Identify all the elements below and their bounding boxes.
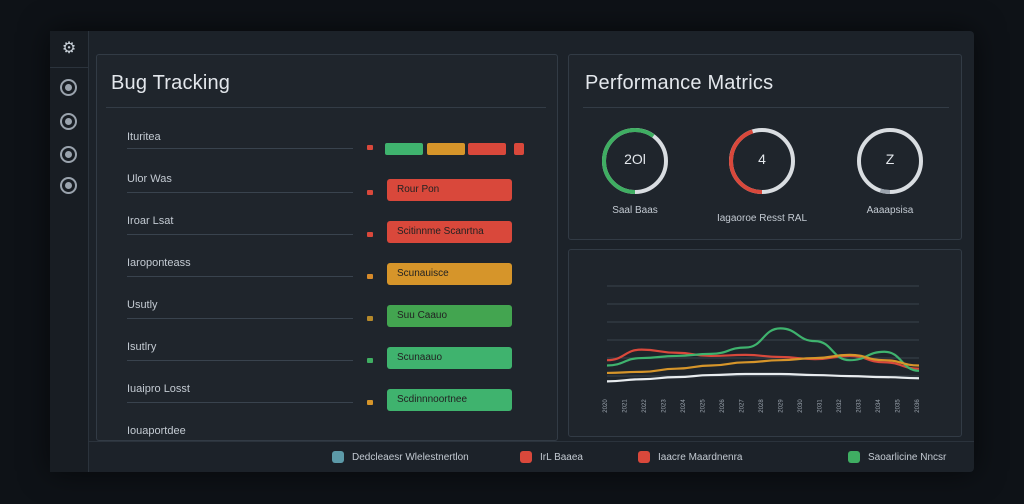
bug-row-divider bbox=[127, 402, 353, 403]
x-tick-label: 2035 bbox=[896, 399, 902, 413]
title-divider bbox=[106, 107, 546, 108]
legend-chip-orange bbox=[427, 143, 465, 155]
status-icon bbox=[638, 451, 650, 463]
status-label: IrL Baaea bbox=[540, 451, 583, 463]
status-item[interactable]: Saoarlicine Nncsr bbox=[848, 451, 946, 463]
legend-chip-red bbox=[468, 143, 506, 155]
status-label: Dedcleaesr Wlelestnertlon bbox=[352, 451, 469, 463]
x-tick-label: 2020 bbox=[603, 399, 609, 413]
priority-dot bbox=[367, 190, 373, 195]
bug-status-bar[interactable]: Scunauisce bbox=[387, 263, 512, 285]
bug-status-bar[interactable]: Rour Pon bbox=[387, 179, 512, 201]
priority-dot bbox=[367, 274, 373, 279]
status-icon bbox=[520, 451, 532, 463]
gauge: 2Ol bbox=[599, 125, 671, 197]
priority-dot bbox=[367, 145, 373, 150]
title-divider bbox=[583, 107, 949, 108]
circle-icon-3[interactable] bbox=[60, 146, 77, 163]
gauge-fill bbox=[602, 128, 668, 194]
bug-row-divider bbox=[127, 234, 353, 235]
x-tick-label: 2030 bbox=[798, 399, 804, 413]
gauge-label: Iagaoroe Resst RAL bbox=[716, 213, 808, 224]
line-chart: 2020 2021 2022 2023 2024 2025 2026 2027 2028 2029… bbox=[603, 285, 921, 413]
status-item[interactable]: Dedcleaesr Wlelestnertlon bbox=[332, 451, 469, 463]
circle-icon-1[interactable] bbox=[60, 79, 77, 96]
x-tick-label: 2029 bbox=[779, 399, 785, 413]
circle-icon-4[interactable] bbox=[60, 177, 77, 194]
sidebar: ⚙ bbox=[50, 31, 89, 472]
gauge-label: Aaaapsisa bbox=[866, 205, 914, 216]
legend-chip-green bbox=[385, 143, 423, 155]
performance-title: Performance Matrics bbox=[585, 72, 774, 94]
bug-row-label: Iouaportdee bbox=[127, 425, 186, 437]
sidebar-divider bbox=[50, 67, 88, 68]
x-tick-label: 2026 bbox=[720, 399, 726, 413]
line-series bbox=[606, 348, 920, 370]
status-bar: Dedcleaesr Wlelestnertlon IrL Baaea Iaacre… bbox=[88, 441, 974, 473]
x-tick-label: 2028 bbox=[759, 399, 765, 413]
x-tick-label: 2034 bbox=[876, 399, 882, 413]
bug-status-bar[interactable]: Scunaauo bbox=[387, 347, 512, 369]
line-series bbox=[606, 327, 920, 372]
performance-panel: Performance Matrics 2Ol Saal Baas 4 Iagaoro… bbox=[568, 54, 962, 240]
legend-chip-red-small bbox=[514, 143, 524, 155]
bug-row-label: Usutly bbox=[127, 299, 158, 311]
bug-row-label: Iuaipro Losst bbox=[127, 383, 190, 395]
bug-row-divider bbox=[127, 318, 353, 319]
gauge-fill bbox=[729, 128, 795, 194]
gauge-fill bbox=[857, 128, 923, 194]
bug-row-label: Ulor Was bbox=[127, 173, 172, 185]
x-tick-label: 2025 bbox=[701, 399, 707, 413]
status-item[interactable]: IrL Baaea bbox=[520, 451, 583, 463]
gauge-value: 2Ol bbox=[624, 151, 646, 167]
x-tick-label: 2031 bbox=[818, 399, 824, 413]
gauge-value: Z bbox=[885, 151, 895, 167]
status-label: Iaacre Maardnenra bbox=[658, 451, 743, 463]
bug-row-label: Ituritea bbox=[127, 131, 161, 143]
bug-status-bar[interactable]: Scdinnnoortnee bbox=[387, 389, 512, 411]
bug-row-divider bbox=[127, 276, 353, 277]
status-item[interactable]: Iaacre Maardnenra bbox=[638, 451, 743, 463]
bug-status-bar[interactable]: Suu Caauo bbox=[387, 305, 512, 327]
bug-row-divider bbox=[127, 192, 353, 193]
x-tick-label: 2027 bbox=[740, 399, 746, 413]
x-tick-label: 2032 bbox=[837, 399, 843, 413]
gauge-label: Saal Baas bbox=[612, 205, 658, 216]
status-icon bbox=[848, 451, 860, 463]
priority-dot bbox=[367, 358, 373, 363]
bug-row-label: Iroar Lsat bbox=[127, 215, 174, 227]
priority-dot bbox=[367, 232, 373, 237]
bug-row-divider bbox=[127, 360, 353, 361]
line-series bbox=[606, 372, 920, 383]
x-tick-label: 2023 bbox=[662, 399, 668, 413]
priority-dot bbox=[367, 316, 373, 321]
gauge: Z bbox=[854, 125, 926, 197]
app-window: ⚙ Bug Tracking Ituritea Ulor Was Rour Pon I… bbox=[50, 31, 974, 472]
x-tick-label: 2036 bbox=[915, 399, 921, 413]
status-label: Saoarlicine Nncsr bbox=[868, 451, 947, 463]
gear-logo-icon[interactable]: ⚙ bbox=[61, 40, 77, 57]
x-tick-label: 2033 bbox=[857, 399, 863, 413]
bug-row-divider bbox=[127, 148, 353, 149]
bug-row-label: Isutlry bbox=[127, 341, 157, 353]
x-tick-label: 2021 bbox=[623, 399, 629, 413]
bug-tracking-panel: Bug Tracking Ituritea Ulor Was Rour Pon Iro… bbox=[96, 54, 558, 441]
status-icon bbox=[332, 451, 344, 463]
gauge: 4 bbox=[726, 125, 798, 197]
x-tick-label: 2022 bbox=[642, 399, 648, 413]
gauge-value: 4 bbox=[758, 151, 766, 167]
bug-row-label: Iaroponteass bbox=[127, 257, 191, 269]
line-series bbox=[606, 353, 920, 375]
circle-icon-2[interactable] bbox=[60, 113, 77, 130]
line-chart-panel: 2020 2021 2022 2023 2024 2025 2026 2027 2028 2029… bbox=[568, 249, 962, 437]
x-tick-label: 2024 bbox=[681, 399, 687, 413]
priority-dot bbox=[367, 400, 373, 405]
bug-status-bar[interactable]: Scitinnme Scanrtna bbox=[387, 221, 512, 243]
bug-tracking-title: Bug Tracking bbox=[111, 72, 231, 94]
